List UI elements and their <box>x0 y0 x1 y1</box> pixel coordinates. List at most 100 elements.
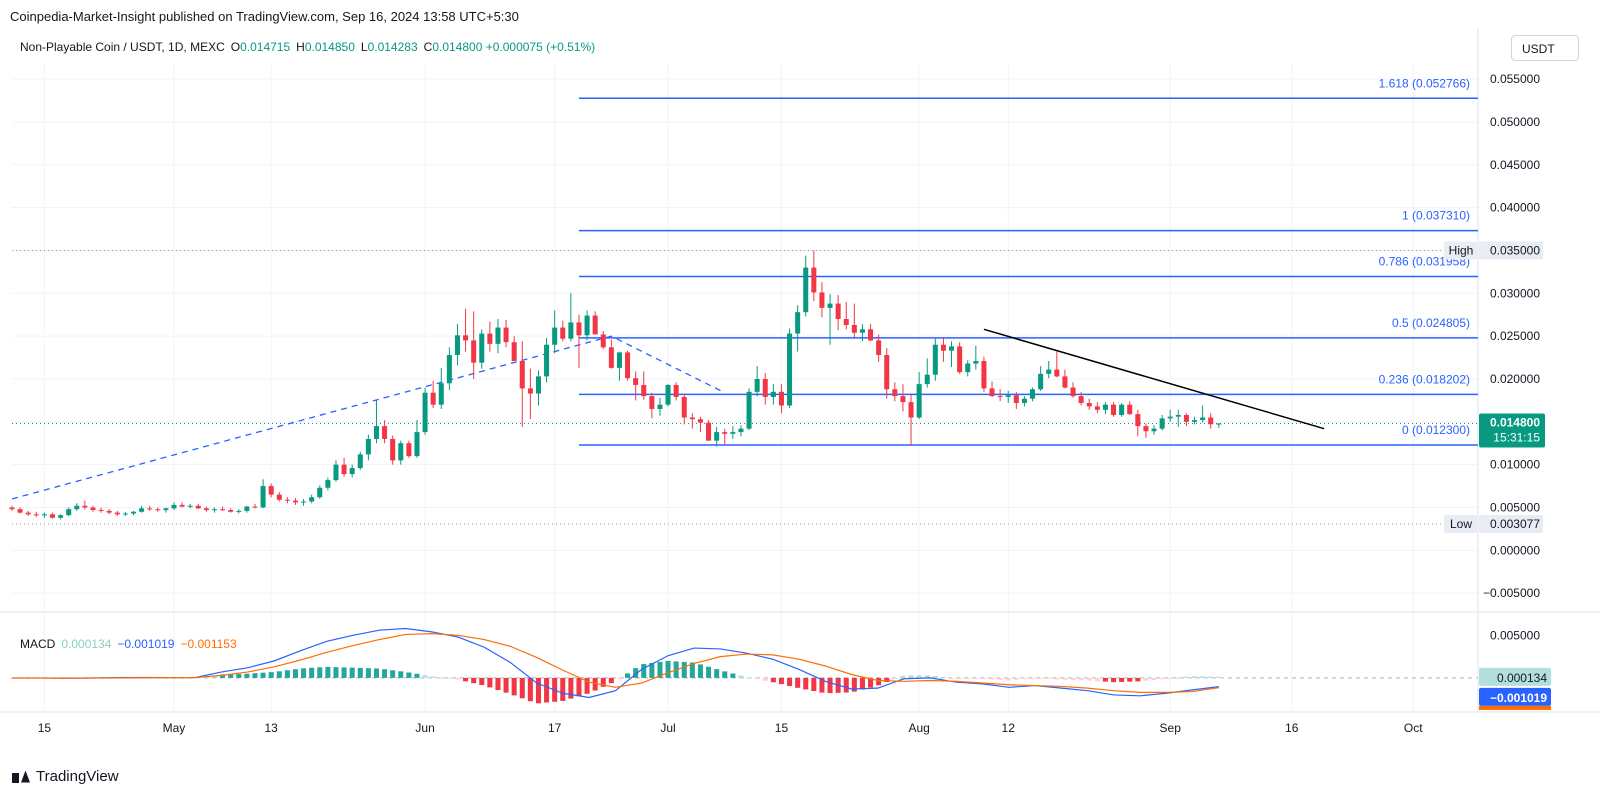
candle <box>1070 382 1076 398</box>
macd-histogram-bar <box>665 660 671 678</box>
candle-body <box>1200 417 1206 421</box>
macd-histogram-bar <box>746 677 752 679</box>
candle-body <box>349 468 355 475</box>
candle <box>211 507 217 513</box>
candle-body <box>576 322 582 336</box>
candle-body <box>1167 416 1173 419</box>
candle-body <box>438 383 444 405</box>
candle-body <box>260 486 266 508</box>
candle <box>9 505 15 511</box>
macd-histogram-bar <box>479 677 485 686</box>
time-axis-tick-label: May <box>163 721 186 735</box>
candle-body <box>1192 420 1198 422</box>
price-axis-tick-label: 0.030000 <box>1490 286 1540 300</box>
candle-body <box>41 514 47 516</box>
macd-histogram-bar <box>1038 677 1044 679</box>
candle-body <box>770 391 776 397</box>
macd-histogram-bar <box>211 675 217 678</box>
candle-body <box>989 388 995 397</box>
candle-body <box>130 511 137 514</box>
candle-body <box>252 506 258 508</box>
macd-signal-value: −0.001153 <box>180 637 237 651</box>
candle <box>1038 366 1044 391</box>
candle <box>349 464 355 478</box>
candle-body <box>1102 404 1108 410</box>
low-marker-box <box>1444 514 1478 533</box>
macd-histogram-bar <box>268 672 274 678</box>
candle-body <box>851 325 857 333</box>
candle <box>430 380 436 409</box>
macd-histogram-bar <box>1127 677 1133 682</box>
candle <box>1167 409 1173 422</box>
candle-body <box>422 392 428 433</box>
candle-body <box>1094 406 1100 410</box>
candle-body <box>414 432 420 457</box>
macd-histogram-bar <box>649 662 655 678</box>
candle-body <box>1175 414 1181 417</box>
candle <box>325 477 331 491</box>
candle <box>503 319 509 348</box>
candle <box>544 337 550 383</box>
currency-selector[interactable]: USDT <box>1511 35 1579 61</box>
macd-histogram-bar <box>706 666 712 678</box>
macd-histogram-bar <box>778 677 784 685</box>
macd-title[interactable]: MACD <box>20 637 56 651</box>
candle <box>244 505 250 513</box>
macd-value-tag-label: −0.001019 <box>1490 691 1547 705</box>
macd-histogram-bar <box>827 677 833 694</box>
time-axis-tick-label: Aug <box>908 721 929 735</box>
candle <box>292 498 298 505</box>
candle <box>527 368 533 420</box>
time-axis-tick-label: 17 <box>548 721 562 735</box>
candle <box>228 508 234 513</box>
macd-histogram-bar <box>228 674 234 678</box>
macd-axis-tick-label: 0.005000 <box>1490 628 1540 642</box>
macd-histogram-bar <box>1111 677 1117 683</box>
time-axis-tick-label: Oct <box>1404 721 1423 735</box>
candle-body <box>236 510 242 512</box>
macd-value-tag <box>1479 687 1551 706</box>
candle-body <box>835 303 841 320</box>
macd-histogram-bar <box>365 668 371 678</box>
symbol-title[interactable]: Non-Playable Coin / USDT, 1D, MEXC <box>20 40 225 54</box>
publish-info: Coinpedia-Market-Insight published on Tr… <box>10 9 519 24</box>
candle-body <box>211 509 217 511</box>
candle <box>633 371 639 401</box>
candle <box>1046 360 1052 379</box>
candle <box>795 305 801 352</box>
open-value: 0.014715 <box>240 40 291 54</box>
macd-histogram-bar <box>576 677 582 697</box>
price-axis-tick-label: −0.005000 <box>1483 586 1540 600</box>
tradingview-logo[interactable]: TradingView <box>12 768 119 785</box>
candle-body <box>1127 404 1133 415</box>
candle-body <box>908 402 914 418</box>
macd-histogram-bar <box>1021 677 1027 679</box>
candle <box>1094 402 1100 414</box>
candle-body <box>819 292 825 308</box>
candle-body <box>1054 369 1060 377</box>
candle-body <box>511 342 517 361</box>
macd-histogram-bar <box>1086 677 1092 681</box>
candle-body <box>341 464 347 475</box>
candle-body <box>220 509 226 511</box>
candle <box>252 504 258 509</box>
macd-histogram-bar <box>390 670 396 678</box>
candle-body <box>1078 396 1084 403</box>
price-axis-tick-label: 0.055000 <box>1490 72 1540 86</box>
macd-histogram-bar <box>787 677 793 686</box>
candle-body <box>373 426 379 439</box>
low-value: 0.014283 <box>367 40 418 54</box>
time-axis-tick-label: Jul <box>660 721 675 735</box>
macd-histogram-bar <box>495 677 501 691</box>
low-price-box <box>1479 514 1543 533</box>
macd-histogram-bar <box>592 677 598 691</box>
candle <box>584 310 590 341</box>
candle <box>819 282 825 318</box>
change-value: +0.000075 (+0.51%) <box>485 40 596 54</box>
candle-body <box>1030 389 1036 399</box>
candle <box>673 382 679 401</box>
macd-histogram-bar <box>163 677 169 679</box>
candle <box>892 382 898 402</box>
fib-level-label: 0 (0.012300) <box>1402 423 1470 437</box>
